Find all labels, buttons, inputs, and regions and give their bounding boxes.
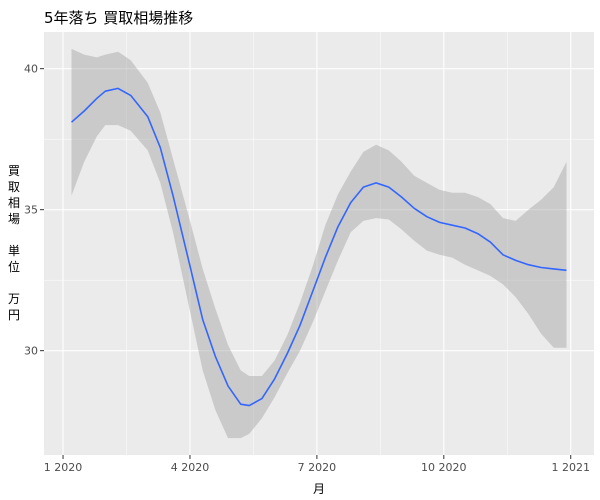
x-tick-label: 10 2020 [421,461,467,474]
x-tick-label: 4 2020 [171,461,210,474]
y-axis-title: 買取相場 単位 万円 [7,164,20,322]
x-axis: 1 2020 4 2020 7 2020 10 2020 1 2021 [44,455,590,474]
y-axis: 30 35 40 [24,63,44,358]
y-tick-label: 35 [24,204,38,217]
y-tick-label: 30 [24,345,38,358]
x-tick-label: 7 2020 [298,461,337,474]
x-tick-label: 1 2020 [44,461,83,474]
chart-title: 5年落ち 買取相場推移 [44,9,194,27]
y-tick-label: 40 [24,63,38,76]
grid-minor [44,32,594,455]
grid-major [44,32,594,455]
x-axis-title: 月 [313,482,325,496]
x-tick-label: 1 2021 [551,461,590,474]
confidence-band [71,48,567,439]
series-line [70,87,567,407]
